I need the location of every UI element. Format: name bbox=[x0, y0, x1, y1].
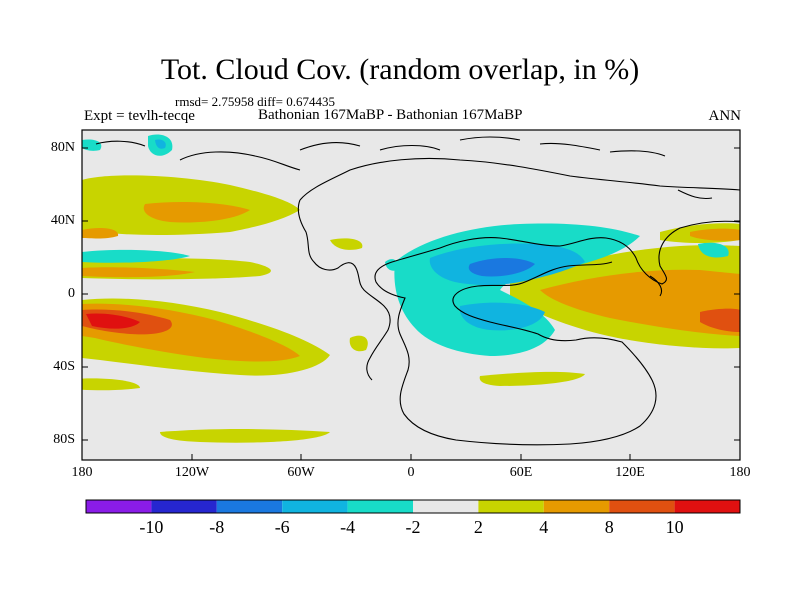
strong-positive-anomaly-region bbox=[690, 228, 740, 241]
lat-label: 80N bbox=[50, 140, 75, 155]
lon-label: 60E bbox=[509, 465, 533, 480]
lat-label: 80S bbox=[53, 432, 75, 447]
colorbar-swatch bbox=[609, 500, 675, 513]
colorbar-swatch bbox=[216, 500, 283, 513]
anomaly-field bbox=[82, 134, 740, 446]
colorbar-swatch bbox=[347, 500, 413, 513]
positive-anomaly-region bbox=[82, 378, 140, 391]
lon-label: 120E bbox=[615, 465, 645, 480]
lat-ticks bbox=[82, 147, 740, 441]
stats-label: rmsd= 2.75958 diff= 0.674435 bbox=[175, 94, 335, 109]
strong-positive-anomaly-region bbox=[143, 202, 250, 223]
strong-negative-anomaly-region bbox=[459, 302, 545, 331]
colorbar-label: 4 bbox=[539, 517, 549, 537]
positive-anomaly-region bbox=[349, 335, 368, 352]
strong-positive-anomaly-region bbox=[82, 228, 119, 239]
colorbar bbox=[85, 499, 741, 514]
colorbar-swatch bbox=[674, 500, 740, 513]
very-strong-negative-anomaly-region bbox=[468, 258, 535, 277]
coastlines bbox=[95, 136, 740, 446]
period-label: Bathonian 167MaBP - Bathonian 167MaBP bbox=[258, 107, 523, 123]
map-title: Tot. Cloud Cov. (random overlap, in %) bbox=[160, 53, 640, 86]
colorbar-label: 2 bbox=[473, 517, 483, 537]
strong-positive-anomaly-region bbox=[82, 267, 195, 278]
colorbar-swatch bbox=[543, 500, 610, 513]
season-label: ANN bbox=[708, 108, 742, 124]
colorbar-swatch bbox=[478, 500, 544, 513]
positive-anomaly-region bbox=[330, 238, 363, 250]
colorbar-swatch bbox=[86, 500, 152, 513]
extreme-positive-anomaly-region bbox=[86, 313, 140, 329]
lat-label: 40S bbox=[53, 359, 75, 374]
lon-label: 0 bbox=[407, 465, 415, 480]
negative-anomaly-region bbox=[698, 242, 729, 258]
lon-ticks bbox=[81, 454, 741, 460]
colorbar-label: -4 bbox=[340, 517, 356, 537]
lon-label: 180 bbox=[729, 465, 751, 480]
lon-label: 180 bbox=[71, 465, 93, 480]
lat-label: 40N bbox=[50, 213, 75, 228]
negative-anomaly-region bbox=[385, 259, 399, 271]
experiment-label: Expt = tevlh-tecqe bbox=[84, 108, 195, 124]
eastern-islands-coastline bbox=[649, 189, 713, 297]
colorbar-label: -10 bbox=[139, 517, 164, 537]
lon-label: 60W bbox=[287, 465, 315, 480]
colorbar-label: -6 bbox=[274, 517, 290, 537]
negative-anomaly-region bbox=[82, 249, 190, 263]
colorbar-label: -2 bbox=[405, 517, 421, 537]
colorbar-swatch bbox=[413, 500, 479, 513]
colorbar-label: 8 bbox=[604, 517, 614, 537]
lon-label: 120W bbox=[174, 465, 210, 480]
strong-positive-anomaly-region bbox=[540, 269, 740, 336]
positive-anomaly-region bbox=[160, 429, 330, 443]
positive-anomaly-region bbox=[479, 371, 585, 386]
colorbar-swatch bbox=[282, 500, 348, 513]
very-strong-positive-anomaly-region bbox=[700, 308, 740, 332]
colorbar-frame bbox=[85, 499, 741, 514]
northern-islands-coastline bbox=[95, 136, 666, 171]
pangaea-coastline bbox=[299, 157, 740, 446]
lat-label: 0 bbox=[68, 286, 75, 301]
colorbar-label: -8 bbox=[209, 517, 225, 537]
strong-negative-anomaly-region bbox=[155, 139, 166, 149]
colorbar-swatch bbox=[151, 500, 217, 513]
western-coastline bbox=[297, 199, 391, 381]
colorbar-label: 10 bbox=[665, 517, 684, 537]
